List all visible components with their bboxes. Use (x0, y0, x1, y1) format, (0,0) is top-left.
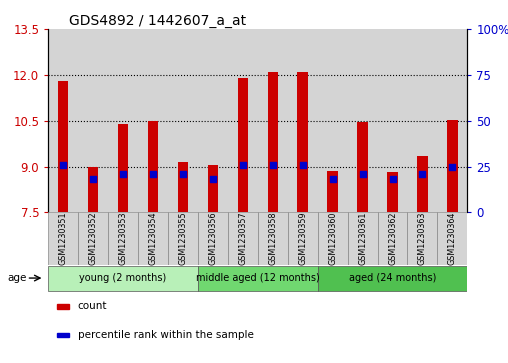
Point (389, 176, 397, 182)
Text: GSM1230353: GSM1230353 (118, 212, 128, 265)
Point (119, 171, 127, 177)
Bar (328, 171, 338, 212)
Bar (437, 212, 467, 265)
Bar (178, 162, 188, 212)
Text: GSM1230355: GSM1230355 (178, 212, 187, 265)
Bar (78, 212, 108, 265)
Bar (56, 333, 69, 338)
Point (239, 162, 247, 168)
Bar (198, 212, 228, 265)
Text: GSM1230359: GSM1230359 (298, 212, 307, 265)
Text: GSM1230362: GSM1230362 (388, 212, 397, 265)
Bar (88, 167, 99, 212)
Text: count: count (78, 301, 107, 311)
Text: GSM1230356: GSM1230356 (208, 212, 217, 265)
Bar (377, 212, 407, 265)
Point (209, 176, 217, 182)
Bar (407, 212, 437, 265)
Text: middle aged (12 months): middle aged (12 months) (196, 273, 320, 283)
Text: aged (24 months): aged (24 months) (349, 273, 436, 283)
Bar (238, 78, 248, 212)
Bar (288, 29, 318, 212)
Point (449, 164, 457, 170)
Bar (168, 29, 198, 212)
Point (419, 171, 427, 177)
Text: GSM1230363: GSM1230363 (418, 212, 427, 265)
Text: GSM1230360: GSM1230360 (328, 212, 337, 265)
Bar (258, 212, 288, 265)
Bar (108, 29, 138, 212)
Bar (407, 29, 437, 212)
Point (59, 162, 67, 168)
Bar (208, 165, 218, 212)
Bar (168, 212, 198, 265)
Bar (298, 72, 308, 212)
Bar (377, 29, 407, 212)
Bar (48, 29, 78, 212)
Bar (318, 29, 347, 212)
Point (299, 162, 307, 168)
Bar (48, 266, 198, 291)
Point (269, 162, 277, 168)
Text: GSM1230364: GSM1230364 (448, 212, 457, 265)
Bar (447, 120, 458, 212)
Bar (108, 212, 138, 265)
Text: percentile rank within the sample: percentile rank within the sample (78, 330, 253, 340)
Bar (48, 212, 78, 265)
Text: young (2 months): young (2 months) (79, 273, 167, 283)
Bar (387, 172, 398, 212)
Bar (118, 124, 129, 212)
Bar (357, 122, 368, 212)
Point (359, 171, 367, 177)
Point (329, 176, 337, 182)
Bar (318, 212, 347, 265)
Bar (198, 29, 228, 212)
Bar (347, 212, 377, 265)
Bar (56, 304, 69, 309)
Bar (228, 29, 258, 212)
Bar (78, 29, 108, 212)
Text: age: age (7, 273, 26, 283)
Point (179, 171, 187, 177)
Bar (417, 156, 428, 212)
Text: GSM1230358: GSM1230358 (268, 212, 277, 265)
Bar (228, 212, 258, 265)
Text: GSM1230361: GSM1230361 (358, 212, 367, 265)
Point (89, 176, 97, 182)
Bar (437, 29, 467, 212)
Bar (138, 29, 168, 212)
Bar (258, 29, 288, 212)
Bar (148, 121, 158, 212)
Bar (347, 29, 377, 212)
Bar (318, 266, 467, 291)
Bar (198, 266, 318, 291)
Bar (138, 212, 168, 265)
Text: GSM1230357: GSM1230357 (238, 212, 247, 265)
Text: GSM1230351: GSM1230351 (59, 212, 68, 265)
Text: GDS4892 / 1442607_a_at: GDS4892 / 1442607_a_at (69, 14, 246, 28)
Bar (58, 81, 69, 212)
Bar (288, 212, 318, 265)
Text: GSM1230352: GSM1230352 (89, 212, 98, 265)
Point (149, 171, 157, 177)
Bar (268, 72, 278, 212)
Text: GSM1230354: GSM1230354 (148, 212, 157, 265)
